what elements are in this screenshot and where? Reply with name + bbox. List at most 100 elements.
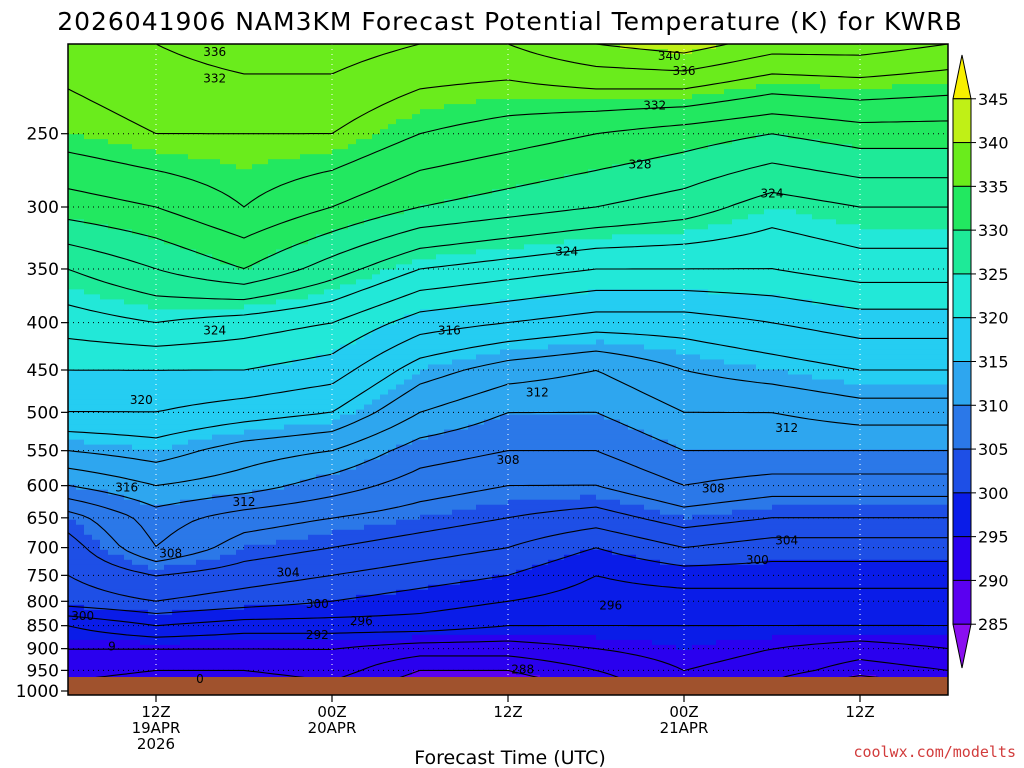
heat-cell [108, 664, 117, 671]
heat-cell [156, 639, 165, 646]
heat-cell [276, 384, 285, 391]
heat-cell [204, 59, 213, 65]
heat-cell [148, 424, 157, 431]
heat-cell [204, 74, 213, 80]
heat-cell [308, 619, 317, 626]
heat-cell [252, 479, 261, 486]
heat-cell [100, 44, 109, 50]
heat-cell [148, 629, 157, 636]
heat-cell [252, 334, 261, 341]
heat-cell [260, 464, 269, 471]
heat-cell [204, 664, 213, 671]
heat-cell [92, 314, 101, 321]
heat-cell [220, 419, 229, 426]
heat-cell [140, 249, 149, 255]
heat-cell [188, 664, 197, 671]
heat-cell [172, 569, 181, 576]
heat-cell [132, 664, 141, 671]
heat-cell [252, 619, 261, 626]
heat-cell [308, 549, 317, 556]
heat-cell [260, 649, 269, 656]
heat-cell [172, 59, 181, 65]
heat-cell [228, 454, 237, 461]
heat-cell [84, 389, 93, 396]
heat-cell [236, 464, 245, 471]
heat-cell [356, 254, 365, 260]
heat-cell [300, 434, 309, 441]
heat-cell [236, 469, 245, 476]
heat-cell [132, 244, 141, 250]
heat-cell [220, 629, 229, 636]
heat-cell [132, 64, 141, 70]
heat-cell [132, 589, 141, 596]
heat-cell [268, 429, 277, 436]
heat-cell [252, 49, 261, 55]
heat-cell [108, 239, 117, 245]
heat-cell [204, 64, 213, 70]
heat-cell [172, 254, 181, 260]
heat-cell [300, 659, 309, 666]
heat-cell [196, 379, 205, 386]
heat-cell [116, 469, 125, 476]
heat-cell [364, 659, 373, 666]
heat-cell [308, 484, 317, 491]
heat-cell [308, 169, 317, 175]
heat-cell [204, 114, 213, 120]
heat-cell [236, 529, 245, 536]
heat-cell [220, 194, 229, 200]
heat-cell [68, 144, 77, 150]
heat-cell [292, 419, 301, 426]
heat-cell [212, 594, 221, 601]
heat-cell [124, 539, 133, 546]
heat-cell [172, 124, 181, 130]
heat-cell [332, 519, 341, 526]
heat-cell [188, 454, 197, 461]
heat-cell [196, 79, 205, 85]
heat-cell [316, 624, 325, 631]
heat-cell [148, 229, 157, 235]
heat-cell [356, 279, 365, 285]
heat-cell [236, 179, 245, 185]
heat-cell [84, 209, 93, 215]
heat-cell [100, 114, 109, 120]
heat-cell [164, 524, 173, 531]
heat-cell [156, 304, 165, 311]
heat-cell [116, 219, 125, 225]
heat-cell [68, 64, 77, 70]
heat-cell [260, 59, 269, 65]
heat-cell [364, 229, 373, 235]
heat-cell [316, 44, 325, 50]
heat-cell [116, 444, 125, 451]
heat-cell [220, 134, 229, 140]
heat-cell [292, 99, 301, 105]
heat-cell [124, 604, 133, 611]
heat-cell [260, 64, 269, 70]
heat-cell [140, 304, 149, 311]
heat-cell [324, 314, 333, 321]
heat-cell [268, 264, 277, 270]
heat-cell [348, 544, 357, 551]
heat-cell [292, 559, 301, 566]
heat-cell [212, 429, 221, 436]
heat-cell [68, 654, 77, 661]
heat-cell [148, 589, 157, 596]
heat-cell [252, 44, 261, 50]
heat-cell [204, 94, 213, 100]
heat-cell [252, 239, 261, 245]
heat-cell [164, 569, 173, 576]
heat-cell [260, 249, 269, 255]
heat-cell [316, 459, 325, 466]
heat-cell [188, 279, 197, 285]
heat-cell [220, 109, 229, 115]
heat-cell [204, 554, 213, 561]
heat-cell [212, 229, 221, 235]
heat-cell [172, 594, 181, 601]
heat-cell [308, 99, 317, 105]
heat-cell [236, 379, 245, 386]
heat-cell [284, 374, 293, 381]
heat-cell [132, 349, 141, 356]
heat-cell [236, 504, 245, 511]
heat-cell [308, 404, 317, 411]
heat-cell [292, 454, 301, 461]
heat-cell [68, 119, 77, 125]
